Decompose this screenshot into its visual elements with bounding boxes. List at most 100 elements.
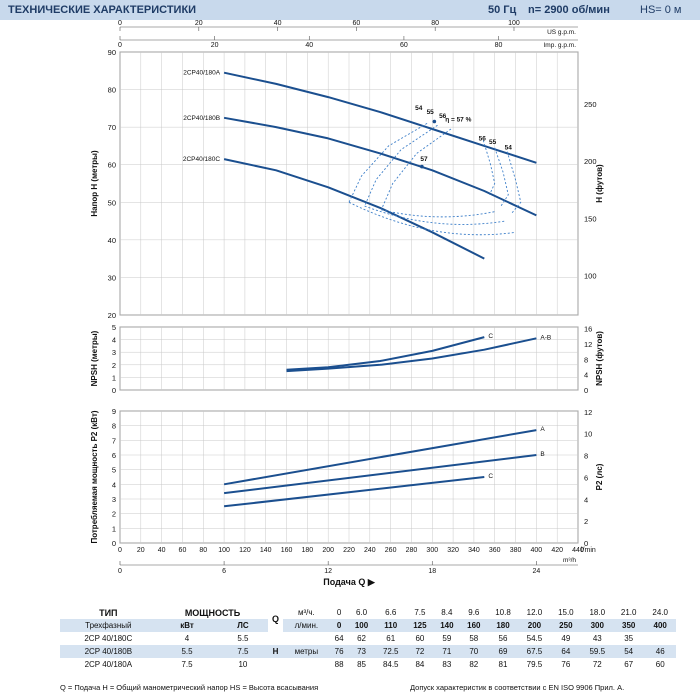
efficiency-label: 56 <box>439 113 447 120</box>
head-value-cell: 72.5 <box>375 645 407 658</box>
efficiency-iso-line <box>348 201 516 236</box>
efficiency-iso-line <box>494 147 509 207</box>
y2-tick-label: 8 <box>584 452 588 461</box>
x-tick-label: 140 <box>260 547 272 554</box>
head-value-cell: 72 <box>592 660 602 669</box>
speed-label: n= 2900 об/мин <box>528 4 610 16</box>
head-value-cell: 59.5 <box>581 645 613 658</box>
table-row: 2CP 40/180A 7.5 10 88 85 84.5 84 83 82 81 79.5 76 72… <box>60 658 676 671</box>
h-unit-cell: метры <box>282 645 331 658</box>
x-tick-label: 240 <box>364 547 376 554</box>
head-value-cell: 49 <box>550 632 582 645</box>
y-tick-label: 90 <box>108 48 116 57</box>
head-value-cell <box>644 632 676 645</box>
x2-tick-label: 0 <box>118 568 122 575</box>
y2-axis-label: NPSH (футов) <box>595 331 604 386</box>
suction-height-label: HS= 0 м <box>640 4 682 16</box>
kw-header: кВт <box>156 619 218 632</box>
head-value-cell: 64 <box>330 632 349 645</box>
head-value-cell: 71 <box>433 645 461 658</box>
y-tick-label: 50 <box>108 198 116 207</box>
head-value-cell: 35 <box>612 632 645 645</box>
power-cell: 5.5 <box>217 632 269 645</box>
bep-marker <box>420 164 424 169</box>
efficiency-label: 57 <box>420 156 428 163</box>
page-title: ТЕХНИЧЕСКИЕ ХАРАКТЕРИСТИКИ <box>8 4 197 16</box>
npsh-curve-label: C <box>488 333 493 340</box>
q-lmin-cell: 200 <box>518 619 551 632</box>
efficiency-iso-line <box>348 123 428 203</box>
q-m3h-cell: 10.8 <box>487 606 519 619</box>
x-tick-label: 280 <box>406 547 418 554</box>
q-lmin-cell: 0 <box>330 619 349 632</box>
q-lmin-cell: 100 <box>348 619 376 632</box>
y-tick-label: 0 <box>112 539 116 548</box>
npsh-curve-C <box>286 336 485 371</box>
y-tick-label: 3 <box>112 495 116 504</box>
efficiency-iso-line <box>364 205 506 225</box>
x-tick-label: 80 <box>199 547 207 554</box>
y-tick-label: 3 <box>112 348 116 357</box>
x-tick-label: 60 <box>179 547 187 554</box>
x-tick-label: 180 <box>302 547 314 554</box>
q-unit-m3h: м³/ч. <box>282 606 331 619</box>
head-value-cell: 84.5 <box>382 660 399 669</box>
head-value-cell: 73 <box>348 645 376 658</box>
x-tick-label: 420 <box>551 547 563 554</box>
y-tick-label: 8 <box>112 422 116 431</box>
power-curve-label: C <box>488 473 493 480</box>
x-tick-label: 20 <box>137 547 145 554</box>
x-tick-label: 440 <box>572 547 584 554</box>
y-tick-label: 20 <box>108 311 116 320</box>
frequency-label: 50 Гц <box>488 4 517 16</box>
y2-tick-label: 200 <box>584 157 597 166</box>
q-m3h-cell: 24.0 <box>644 606 676 619</box>
imp-gpm-tick-label: 20 <box>211 42 219 49</box>
y-tick-label: 5 <box>112 466 116 475</box>
head-value-cell: 69 <box>487 645 519 658</box>
efficiency-label: 55 <box>427 109 435 116</box>
y2-tick-label: 100 <box>584 272 597 281</box>
us-gpm-tick-label: 0 <box>118 20 122 27</box>
y2-tick-label: 0 <box>584 539 588 548</box>
y-tick-label: 2 <box>112 361 116 370</box>
q-lmin-cell: 140 <box>433 619 461 632</box>
efficiency-label: 55 <box>489 139 497 146</box>
x-tick-label: 160 <box>281 547 293 554</box>
y2-tick-label: 12 <box>584 340 592 349</box>
y2-tick-label: 4 <box>584 495 588 504</box>
x-tick-label: 340 <box>468 547 480 554</box>
efficiency-iso-line <box>364 124 438 207</box>
npsh-curve-A-B <box>286 337 537 373</box>
x-tick-label: 320 <box>447 547 459 554</box>
y-tick-label: 0 <box>112 386 116 395</box>
head-value-cell: 61 <box>375 632 407 645</box>
x2-tick-label: 6 <box>222 568 226 575</box>
power-curve-C <box>223 476 485 508</box>
y-tick-label: 30 <box>108 273 116 282</box>
y-tick-label: 80 <box>108 86 116 95</box>
x-tick-label: 0 <box>118 547 122 554</box>
y-axis-label: NPSH (метры) <box>90 330 99 386</box>
y-tick-label: 1 <box>112 524 116 533</box>
y-tick-label: 40 <box>108 236 116 245</box>
power-cell: 5.5 <box>156 645 218 658</box>
imp-gpm-tick-label: 0 <box>118 42 122 49</box>
y-tick-label: 70 <box>108 123 116 132</box>
us-gpm-tick-label: 20 <box>195 20 203 27</box>
head-value-cell: 84 <box>415 660 425 669</box>
power-cell: 7.5 <box>217 645 269 658</box>
q-lmin-cell: 180 <box>487 619 519 632</box>
footer-tolerance: Допуск характеристик в соответствии с EN… <box>410 683 625 692</box>
x-tick-label: 400 <box>531 547 543 554</box>
x-tick-label: 220 <box>343 547 355 554</box>
y-tick-label: 6 <box>112 451 116 460</box>
spec-table: ТИП МОЩНОСТЬ Q м³/ч. 0 6.0 6.6 7.5 8.4 9… <box>60 606 676 671</box>
head-value-cell: 79.5 <box>526 660 543 669</box>
h-unit-cell <box>283 658 331 671</box>
imp-gpm-axis-label: Imp. g.p.m. <box>543 42 576 49</box>
head-value-cell: 72 <box>406 645 434 658</box>
model-cell: 2CP 40/180A <box>84 660 133 669</box>
head-value-cell: 67 <box>624 660 634 669</box>
head-value-cell: 83 <box>442 660 452 669</box>
